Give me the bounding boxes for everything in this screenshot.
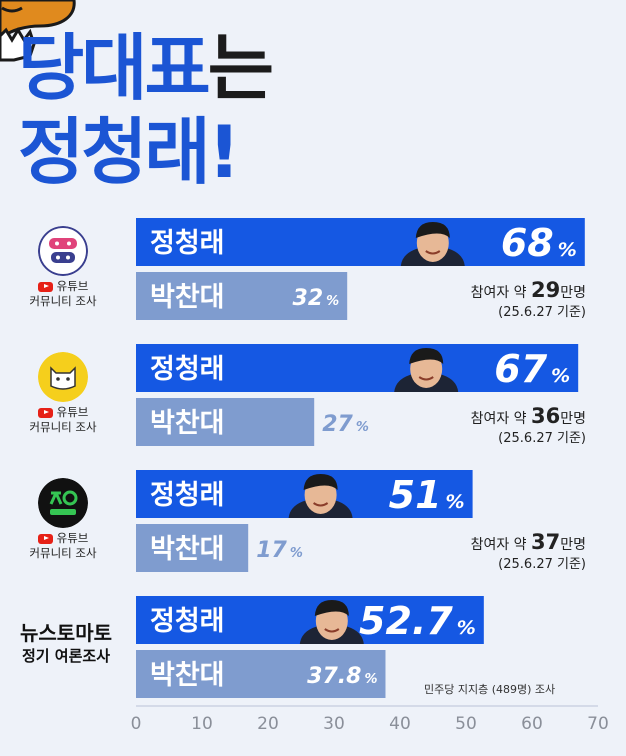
survey-footnote: 민주당 지지층 (489명) 조사: [424, 683, 556, 696]
value-label: 27%: [322, 412, 369, 437]
candidate-portrait-1: [400, 222, 465, 266]
source-platform: 유튜브: [56, 531, 89, 545]
candidate-portrait-2: [394, 348, 459, 392]
value-label: 51%: [389, 473, 465, 517]
candidate-name: 정청래: [150, 228, 225, 259]
value-label: 68%: [501, 221, 577, 265]
youtube-icon: [37, 281, 53, 292]
source-type: 커뮤니티 조사: [29, 294, 97, 308]
youtube-icon: [37, 407, 53, 418]
x-tick-label: 0: [131, 714, 142, 734]
source-platform: 유튜브: [56, 405, 89, 419]
bar-park-3: [136, 524, 249, 572]
x-tick-label: 30: [323, 714, 345, 734]
candidate-name: 박찬대: [150, 660, 225, 691]
pollster-name: 뉴스토마토: [20, 621, 112, 645]
candidate-name: 박찬대: [150, 408, 225, 439]
newstomato-label: 뉴스토마토 정기 여론조사: [4, 620, 128, 666]
participants-note-2: 참여자 약 36만명 (25.6.27 기준): [410, 405, 586, 448]
candidate-name: 정청래: [150, 354, 225, 385]
bar-park-4: [136, 650, 386, 698]
title-line-2: 정청래!: [18, 110, 241, 194]
bar-jung-2: [136, 344, 579, 392]
source-label-1: 유튜브 커뮤니티 조사: [6, 279, 120, 309]
value-label: 67%: [494, 347, 570, 391]
x-tick-label: 10: [191, 714, 213, 734]
chatda-politics-logo: [38, 226, 88, 276]
value-label: 17%: [256, 538, 303, 563]
candidate-name: 박찬대: [150, 534, 225, 565]
bar-park-1: [136, 272, 348, 320]
x-tick-label: 20: [257, 714, 279, 734]
yellow-cat-logo: [38, 352, 88, 402]
value-label: 52.7%: [359, 599, 476, 643]
source-platform: 유튜브: [56, 279, 89, 293]
x-tick-label: 50: [455, 714, 477, 734]
candidate-name: 정청래: [150, 606, 225, 637]
x-tick-label: 60: [521, 714, 543, 734]
survey-date: (25.6.27 기준): [498, 305, 586, 320]
bar-jung-1: [136, 218, 585, 266]
candidate-portrait-3: [288, 474, 353, 518]
mascot-character-illustration: [0, 0, 76, 62]
jueo-news-logo: [38, 478, 88, 528]
candidate-name: 정청래: [150, 480, 225, 511]
source-label-3: 유튜브 커뮤니티 조사: [6, 531, 120, 561]
participants-note-1: 참여자 약 29만명 (25.6.27 기준): [410, 279, 586, 322]
youtube-icon: [37, 533, 53, 544]
x-tick-label: 40: [389, 714, 411, 734]
title-line-1: 당대표는: [18, 26, 274, 110]
value-label: 37.8%: [307, 664, 377, 689]
value-label: 32%: [293, 286, 340, 311]
source-label-2: 유튜브 커뮤니티 조사: [6, 405, 120, 435]
title-particle: 는: [207, 26, 274, 110]
candidate-portrait-4: [299, 600, 364, 644]
survey-date: (25.6.27 기준): [498, 557, 586, 572]
source-type: 커뮤니티 조사: [29, 420, 97, 434]
pollster-type: 정기 여론조사: [21, 647, 111, 665]
participants-note-3: 참여자 약 37만명 (25.6.27 기준): [410, 531, 586, 574]
title-highlight: 당대표: [18, 26, 211, 110]
candidate-name: 박찬대: [150, 282, 225, 313]
x-tick-label: 70: [587, 714, 609, 734]
source-type: 커뮤니티 조사: [29, 546, 97, 560]
bar-park-2: [136, 398, 315, 446]
survey-date: (25.6.27 기준): [498, 431, 586, 446]
